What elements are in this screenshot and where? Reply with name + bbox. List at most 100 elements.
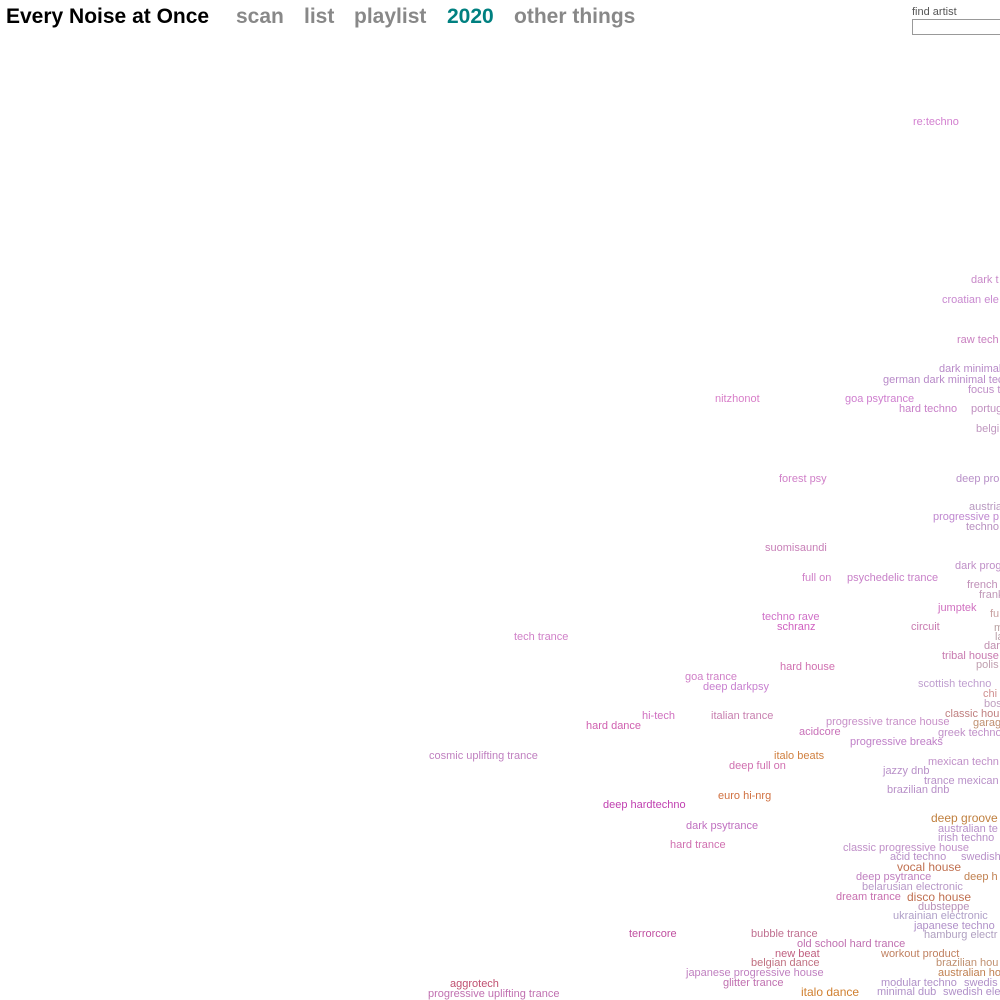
genre-label[interactable]: acid techno xyxy=(890,851,947,863)
genre-label[interactable]: deep h xyxy=(964,871,998,883)
genre-label[interactable]: hi-tech xyxy=(642,710,676,722)
genre-label[interactable]: old school hard trance xyxy=(797,938,906,950)
genre-label[interactable]: dark t xyxy=(971,274,999,286)
nav-link[interactable]: scan xyxy=(236,5,284,28)
genre-label[interactable]: deep psytrance xyxy=(856,871,932,883)
genre-label[interactable]: australian ho xyxy=(938,967,1000,979)
genre-label[interactable]: tech trance xyxy=(514,631,569,643)
genre-label[interactable]: re:techno xyxy=(913,116,959,128)
genre-label[interactable]: japanese progressive house xyxy=(686,967,824,979)
genre-label[interactable]: deep groove xyxy=(931,811,998,825)
genre-label[interactable]: trance mexican xyxy=(924,775,999,787)
genre-label[interactable]: brazilian dnb xyxy=(887,784,950,796)
genre-label[interactable]: forest psy xyxy=(779,473,827,485)
genre-label[interactable]: raw tech xyxy=(957,334,999,346)
genre-label[interactable]: disco house xyxy=(907,890,972,904)
genre-label[interactable]: acidcore xyxy=(799,726,841,738)
genre-label[interactable]: mexican techn xyxy=(928,756,999,768)
genre-label[interactable]: garag xyxy=(973,717,1000,729)
genre-label[interactable]: hard techno xyxy=(899,403,958,415)
genre-label[interactable]: swedish ele xyxy=(943,986,1000,998)
genre-label[interactable]: modular techno xyxy=(881,977,957,989)
genre-label[interactable]: progressive breaks xyxy=(850,736,943,748)
genre-label[interactable]: dark psytrance xyxy=(686,820,759,832)
genre-label[interactable]: dark minimal xyxy=(939,363,1000,375)
genre-label[interactable]: minimal dub xyxy=(877,986,937,998)
genre-label[interactable]: tribal house xyxy=(942,650,999,662)
genre-label[interactable]: workout product xyxy=(881,948,960,960)
genre-label[interactable]: full on xyxy=(802,572,832,584)
genre-label[interactable]: dark prog xyxy=(955,560,1000,572)
genre-label[interactable]: euro hi-nrg xyxy=(718,790,772,802)
genre-label[interactable]: greek techno xyxy=(938,727,1000,739)
genre-label[interactable]: progressive uplifting trance xyxy=(428,988,560,1000)
genre-label[interactable]: swedish xyxy=(961,851,1000,863)
genre-label[interactable]: bubble trance xyxy=(751,928,818,940)
genre-label[interactable]: bos xyxy=(984,698,1000,710)
genre-label[interactable]: circuit xyxy=(911,621,940,633)
genre-label[interactable]: progressive trance house xyxy=(826,716,950,728)
nav-link[interactable]: 2020 xyxy=(447,5,494,28)
genre-label[interactable]: deep full on xyxy=(729,760,786,772)
genre-label[interactable]: aggrotech xyxy=(450,978,499,990)
genre-label[interactable]: austria xyxy=(969,501,1000,513)
genre-label[interactable]: schranz xyxy=(777,621,816,633)
genre-label[interactable]: nitzhonot xyxy=(715,393,760,405)
genre-label[interactable]: french xyxy=(967,579,998,591)
genre-label[interactable]: glitter trance xyxy=(723,977,784,989)
nav-link[interactable]: list xyxy=(304,5,335,28)
genre-label[interactable]: hard trance xyxy=(670,839,726,851)
genre-label[interactable]: vocal house xyxy=(897,860,962,874)
genre-label[interactable]: new beat xyxy=(775,948,820,960)
genre-label[interactable]: hard dance xyxy=(586,720,642,732)
genre-label[interactable]: terrorcore xyxy=(629,928,677,940)
genre-label[interactable]: goa psytrance xyxy=(845,393,915,405)
genre-label[interactable]: italian trance xyxy=(711,710,774,722)
genre-label[interactable]: cosmic uplifting trance xyxy=(429,750,538,762)
genre-label[interactable]: techno rave xyxy=(762,611,820,623)
genre-label[interactable]: jazzy dnb xyxy=(883,765,930,777)
genre-label[interactable]: la xyxy=(995,631,1000,643)
genre-label[interactable]: german dark minimal tec xyxy=(883,374,1000,386)
genre-label[interactable]: hamburg electr xyxy=(924,929,998,941)
genre-label[interactable]: portug xyxy=(971,403,1000,415)
genre-label[interactable]: deep darkpsy xyxy=(703,681,770,693)
genre-label[interactable]: progressive p xyxy=(933,511,1000,523)
genre-label[interactable]: techno xyxy=(966,521,1000,533)
genre-label[interactable]: deep pro xyxy=(956,473,1000,485)
genre-label[interactable]: dream trance xyxy=(836,891,901,903)
site-title: Every Noise at Once xyxy=(6,5,210,28)
nav-link[interactable]: playlist xyxy=(354,5,427,28)
genre-label[interactable]: deep hardtechno xyxy=(603,799,686,811)
genre-label[interactable]: psychedelic trance xyxy=(847,572,939,584)
genre-label[interactable]: jumptek xyxy=(938,602,977,614)
genre-label[interactable]: focus t xyxy=(968,384,1000,396)
genre-label[interactable]: scottish techno xyxy=(918,678,992,690)
genre-label[interactable]: australian te xyxy=(938,823,998,835)
genre-label[interactable]: frank xyxy=(979,589,1000,601)
genre-label[interactable]: italo dance xyxy=(801,985,860,999)
nav-link[interactable]: other things xyxy=(514,5,636,28)
genre-label[interactable]: croatian ele xyxy=(942,294,999,306)
genre-label[interactable]: ukrainian electronic xyxy=(893,910,988,922)
search-input[interactable] xyxy=(912,19,1000,35)
genre-label[interactable]: belgi xyxy=(976,423,1000,435)
genre-label[interactable]: japanese techno xyxy=(914,920,995,932)
genre-label[interactable]: dar xyxy=(984,640,1000,652)
genre-label[interactable]: belarusian electronic xyxy=(862,881,963,893)
genre-label[interactable]: goa trance xyxy=(685,671,737,683)
genre-label[interactable]: italo beats xyxy=(774,750,825,762)
genre-label[interactable]: brazilian hou xyxy=(936,957,999,969)
genre-label[interactable]: belgian dance xyxy=(751,957,820,969)
genre-label[interactable]: classic progressive house xyxy=(843,842,969,854)
genre-label[interactable]: polis xyxy=(976,659,999,671)
genre-label[interactable]: suomisaundi xyxy=(765,542,827,554)
genre-label[interactable]: irish techno xyxy=(938,832,995,844)
genre-label[interactable]: dubsteppe xyxy=(918,901,970,913)
genre-label[interactable]: hard house xyxy=(780,661,836,673)
genre-label[interactable]: classic hou xyxy=(945,708,1000,720)
genre-label[interactable]: fu xyxy=(990,608,1000,620)
genre-label[interactable]: m xyxy=(994,622,1000,634)
genre-label[interactable]: chi xyxy=(983,688,998,700)
genre-label[interactable]: swedis xyxy=(964,977,998,989)
